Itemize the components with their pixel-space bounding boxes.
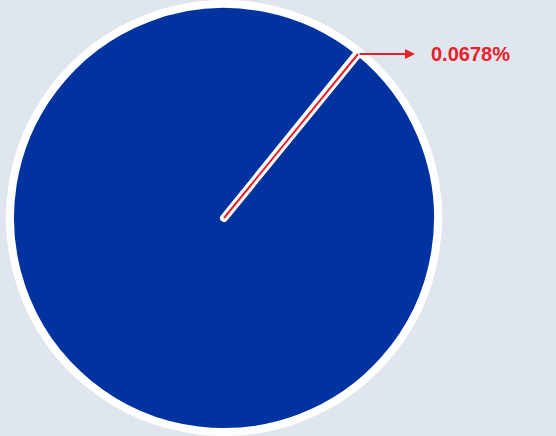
svg-text:0.0678%: 0.0678% [431,43,510,65]
